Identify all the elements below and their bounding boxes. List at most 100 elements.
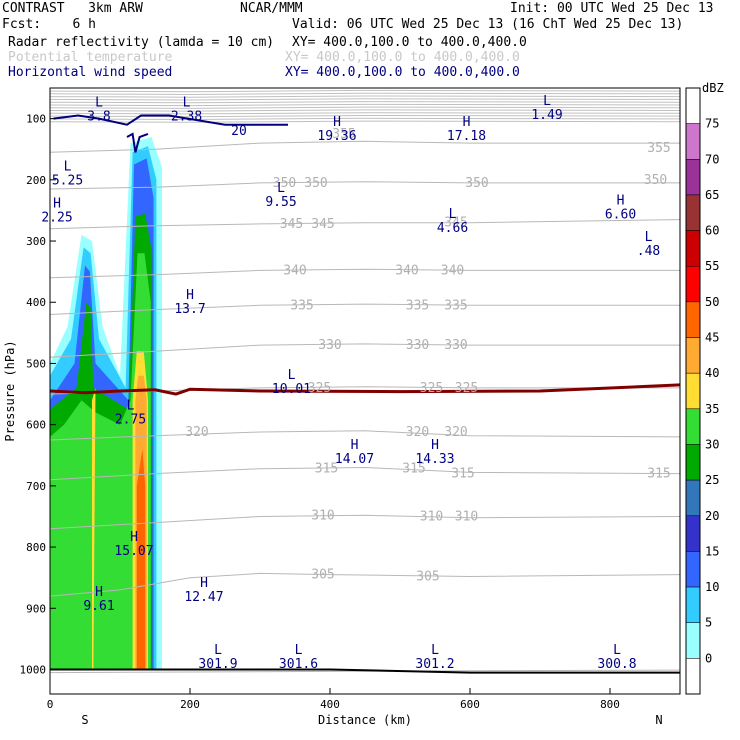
extremum-marker: L2.75 bbox=[115, 398, 146, 427]
y-tick-label: 600 bbox=[26, 419, 46, 432]
theta-contour-line bbox=[50, 95, 680, 98]
extremum-value: 19.36 bbox=[317, 129, 356, 144]
theta-contour-line bbox=[50, 219, 680, 230]
colorbar-swatch bbox=[685, 444, 701, 481]
theta-contour-label: 340 bbox=[283, 263, 306, 278]
y-tick-label: 1000 bbox=[20, 664, 47, 677]
colorbar-swatch bbox=[685, 586, 701, 623]
extremum-value: 2.38 bbox=[171, 109, 202, 124]
y-tick-label: 900 bbox=[26, 602, 46, 615]
theta-contour-label: 325 bbox=[455, 381, 478, 396]
theta-contour-layer bbox=[50, 89, 680, 674]
north-label: N bbox=[655, 713, 662, 727]
theta-contour-label: 350 bbox=[644, 173, 667, 188]
extremum-type: L bbox=[613, 643, 621, 658]
theta-contour-line bbox=[50, 140, 680, 153]
extremum-value: 300.8 bbox=[597, 657, 636, 672]
extremum-type: L bbox=[449, 207, 457, 222]
colorbar-level-label: 35 bbox=[705, 402, 719, 416]
theta-contour-line bbox=[50, 514, 680, 530]
extremum-value: 301.9 bbox=[198, 657, 237, 672]
south-label: S bbox=[81, 713, 88, 727]
theta-contour-label: 335 bbox=[406, 298, 429, 313]
theta-contour-label: 320 bbox=[444, 425, 467, 440]
colorbar-level-label: 30 bbox=[705, 437, 719, 451]
special-lines-layer bbox=[50, 114, 680, 674]
colorbar-level-label: 70 bbox=[705, 152, 719, 166]
extremum-type: H bbox=[186, 288, 194, 303]
theta-contour-line bbox=[50, 98, 680, 101]
extremum-value: 14.33 bbox=[415, 452, 454, 467]
extremum-type: H bbox=[333, 115, 341, 130]
field3-xy: XY= 400.0,100.0 to 400.0,400.0 bbox=[285, 65, 520, 80]
theta-contour-line bbox=[50, 466, 680, 481]
y-axis-title: Pressure (hPa) bbox=[3, 340, 17, 441]
extremum-value: 15.07 bbox=[114, 544, 153, 559]
theta-contour-label: 355 bbox=[332, 127, 355, 142]
theta-contour-label: 310 bbox=[311, 508, 334, 523]
theta-contour-line bbox=[50, 120, 680, 123]
colorbar-swatch bbox=[685, 265, 701, 303]
extremum-value: 4.66 bbox=[437, 221, 468, 236]
colorbar-swatch bbox=[685, 337, 701, 374]
y-tick-label: 200 bbox=[26, 174, 46, 187]
theta-contour-line bbox=[50, 106, 680, 109]
extremum-type: L bbox=[645, 230, 653, 245]
theta-contour-line bbox=[50, 101, 680, 104]
theta-contour-label: 320 bbox=[406, 425, 429, 440]
colorbar-swatch bbox=[685, 408, 701, 445]
field3-title: Horizontal wind speed bbox=[8, 65, 173, 80]
theta-contour-label: 340 bbox=[441, 263, 464, 278]
extremum-value: 13.7 bbox=[174, 302, 205, 317]
theta-contour-line bbox=[50, 114, 680, 118]
extremum-type: H bbox=[431, 438, 439, 453]
extremum-type: L bbox=[64, 160, 72, 175]
theta-contour-line bbox=[50, 430, 680, 441]
x-tick-label: 0 bbox=[47, 698, 54, 711]
theta-contour-line bbox=[50, 572, 680, 597]
theta-contour-label: 350 bbox=[273, 176, 296, 191]
x-tick-label: 200 bbox=[180, 698, 200, 711]
colorbar-level-label: 60 bbox=[705, 224, 719, 238]
extremum-type: H bbox=[351, 438, 359, 453]
init-time: Init: 00 UTC Wed 25 Dec 13 bbox=[510, 1, 714, 16]
extremum-value: 5.25 bbox=[52, 174, 83, 189]
extremum-type: L bbox=[183, 95, 191, 110]
extremum-marker: L10.01 bbox=[272, 368, 311, 397]
theta-contour-label: 340 bbox=[395, 263, 418, 278]
reflectivity-region bbox=[136, 449, 146, 670]
theta-contour-line bbox=[50, 112, 680, 115]
x-tick-label: 400 bbox=[320, 698, 340, 711]
extremum-marker: H14.07 bbox=[335, 438, 374, 467]
x-axis-title: Distance (km) bbox=[318, 713, 412, 727]
extremum-marker: L.48 bbox=[637, 230, 660, 259]
colorbar-unit: dBZ bbox=[702, 81, 724, 95]
extremum-marker: L5.25 bbox=[52, 160, 83, 189]
extremum-marker: H13.7 bbox=[174, 288, 205, 317]
y-tick-label: 800 bbox=[26, 541, 46, 554]
colorbar-level-label: 10 bbox=[705, 580, 719, 594]
extremum-value: 2.75 bbox=[115, 412, 146, 427]
axis-layer: 0 200 400 600 800 100 200 300 400 500 600 700 800 900… bbox=[3, 113, 663, 727]
label-layer: 355 355 350 350 350 350 345 345 345 340 340 340 335 3… bbox=[41, 94, 670, 672]
extremum-marker: H12.47 bbox=[184, 576, 223, 605]
extremum-value: 1.49 bbox=[531, 108, 562, 123]
theta-contour-label: 330 bbox=[406, 338, 429, 353]
x-tick-label: 600 bbox=[460, 698, 480, 711]
forecast-hour: Fcst: 6 h bbox=[2, 17, 96, 32]
y-tick-label: 500 bbox=[26, 357, 46, 370]
extremum-type: H bbox=[53, 196, 61, 211]
field2-xy: XY= 400.0,100.0 to 400.0,400.0 bbox=[285, 50, 520, 65]
theta-contour-line bbox=[50, 669, 680, 674]
theta-contour-label: 335 bbox=[290, 298, 313, 313]
theta-contour-label: 345 bbox=[280, 217, 303, 232]
field1-title: Radar reflectivity (lamda = 10 cm) bbox=[8, 35, 275, 50]
extremum-value: 3.8 bbox=[87, 109, 110, 124]
theta-contour-label: 345 bbox=[311, 217, 334, 232]
theta-contour-label: 335 bbox=[444, 298, 467, 313]
